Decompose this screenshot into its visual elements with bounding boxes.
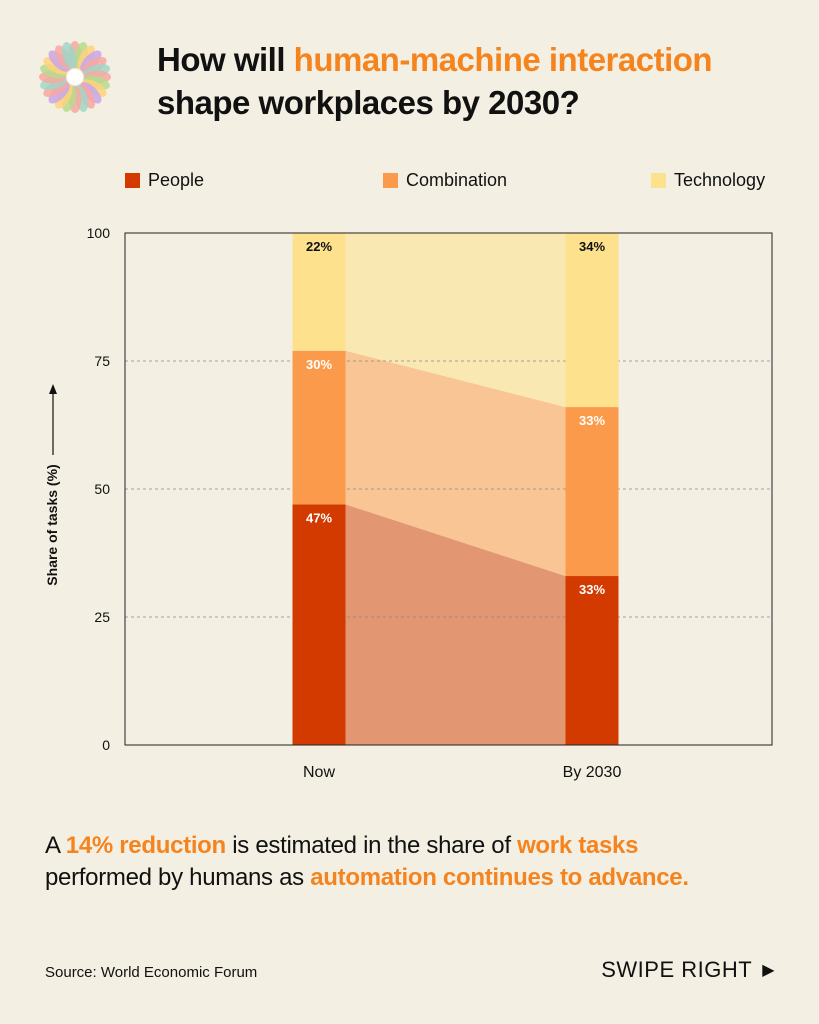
summary-b1: 14% reduction <box>65 832 226 859</box>
stacked-bar-chart: 47% 30% 22% 33% 33% 34% 0 25 50 75 100 Now By 2030 Sh… <box>44 225 773 781</box>
logo-center <box>67 69 83 85</box>
y-tick-label: 50 <box>94 481 110 497</box>
legend-label-technology: Technology <box>674 170 766 190</box>
data-label: 33% <box>579 413 605 428</box>
summary-t1: A <box>45 832 66 859</box>
summary-t3: performed by humans as <box>45 864 311 891</box>
summary-b2: work tasks <box>517 832 639 859</box>
page-title: How will human-machine interaction shape… <box>157 38 797 124</box>
data-label: 30% <box>306 357 332 372</box>
source-text: Source: World Economic Forum <box>45 964 258 981</box>
legend: People Combination Technology <box>0 170 819 194</box>
legend-label-people: People <box>148 170 205 190</box>
plot-border <box>124 232 773 746</box>
swipe-right-button[interactable]: SWIPE RIGHT ▶ <box>601 957 775 983</box>
legend-item-people: People <box>125 170 204 191</box>
legend-label-combination: Combination <box>406 170 508 190</box>
bar-technology-1 <box>565 233 619 408</box>
legend-swatch-people <box>125 173 140 188</box>
legend-swatch-combination <box>383 173 398 188</box>
data-label: 33% <box>579 582 605 597</box>
y-tick-label: 25 <box>94 609 110 625</box>
data-label: 34% <box>579 239 605 254</box>
x-tick-label: Now <box>303 764 335 781</box>
title-part2: shape workplaces by 2030? <box>157 84 580 121</box>
play-triangle-icon: ▶ <box>762 962 775 979</box>
y-tick-label: 75 <box>94 353 110 369</box>
title-part1: How will <box>157 41 294 78</box>
bar-people-0 <box>292 504 346 745</box>
ribbon-combination <box>345 350 566 577</box>
bar-people-1 <box>565 576 619 745</box>
y-axis-label: Share of tasks (%) <box>44 464 60 585</box>
data-label: 22% <box>306 239 332 254</box>
x-tick-label: By 2030 <box>563 764 622 781</box>
summary-t2: is estimated in the share of <box>225 832 518 859</box>
logo-petal <box>62 42 77 69</box>
title-highlight: human-machine interaction <box>293 41 713 78</box>
legend-item-technology: Technology <box>651 170 765 191</box>
data-label: 47% <box>306 510 332 525</box>
y-tick-label: 100 <box>87 225 111 241</box>
y-tick-label: 0 <box>102 737 110 753</box>
summary-text: A 14% reduction is estimated in the shar… <box>45 830 785 894</box>
y-axis-arrowhead-icon <box>49 384 57 394</box>
legend-swatch-technology <box>651 173 666 188</box>
bar-combination-0 <box>292 350 346 505</box>
flower-logo-icon <box>38 40 112 114</box>
ribbon-technology <box>345 233 566 408</box>
legend-item-combination: Combination <box>383 170 507 191</box>
summary-b3: automation continues to advance. <box>310 864 689 891</box>
bar-technology-0 <box>292 233 346 351</box>
ribbon-people <box>345 504 566 745</box>
swipe-label: SWIPE RIGHT <box>601 957 753 982</box>
bar-combination-1 <box>565 407 619 577</box>
